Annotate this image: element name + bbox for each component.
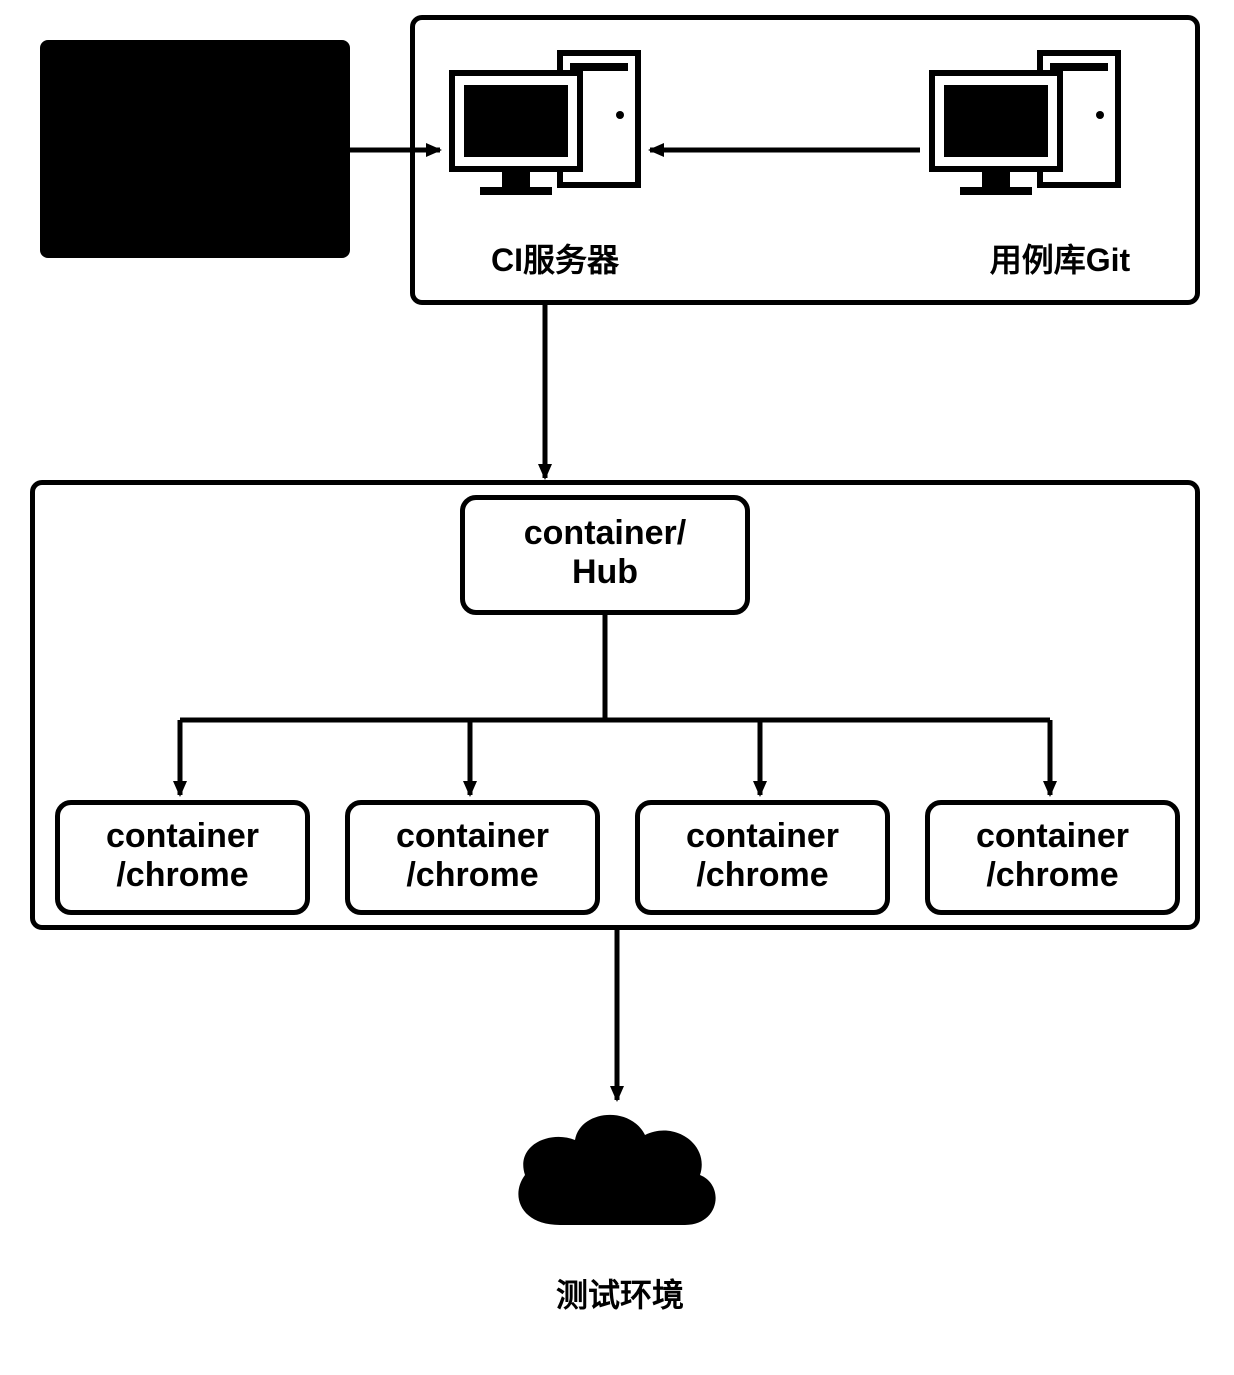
edges-layer [0,0,1234,1375]
